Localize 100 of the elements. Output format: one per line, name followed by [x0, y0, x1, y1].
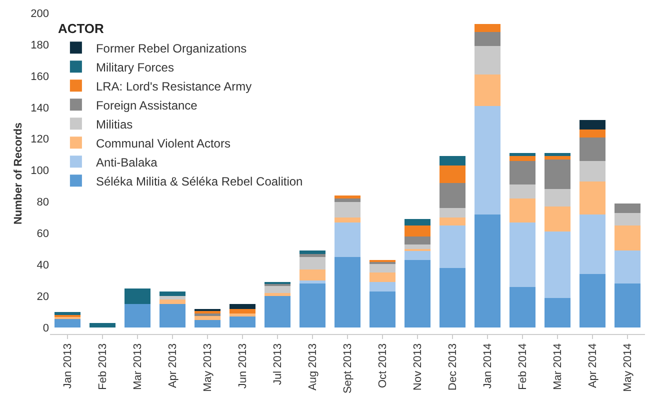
bar [404, 260, 431, 328]
y-tick-label: 80 [36, 196, 49, 209]
bar [579, 214, 606, 274]
bar [439, 268, 466, 328]
x-tick-label: May 2013 [202, 343, 214, 392]
bar [579, 137, 606, 161]
y-tick-label: 0 [42, 322, 49, 335]
y-tick-label: 40 [36, 260, 49, 272]
bar [544, 232, 571, 298]
legend-title: ACTOR [58, 21, 105, 36]
bar [509, 222, 536, 287]
bar [299, 256, 326, 270]
bar [579, 129, 606, 138]
x-tick-label: Nov 2013 [412, 343, 424, 390]
bar [369, 292, 396, 328]
legend-label: Séléka Militia & Séléka Rebel Coalition [96, 174, 303, 188]
y-tick-label: 60 [36, 228, 49, 240]
x-tick-label: Jan 2014 [482, 343, 494, 389]
bar [509, 156, 536, 161]
x-tick-label: Jun 2013 [237, 343, 250, 389]
bar [404, 250, 431, 260]
legend-label: Foreign Assistance [96, 98, 198, 112]
bar [544, 298, 571, 328]
bar [544, 159, 571, 190]
bar [509, 184, 536, 199]
x-tick-label: Apr 2013 [167, 343, 180, 388]
y-tick-label: 160 [30, 70, 49, 83]
y-tick-label: 100 [30, 165, 49, 178]
bar [509, 198, 536, 222]
bar [299, 254, 326, 257]
bar [474, 24, 501, 32]
bar [229, 314, 256, 317]
bar [579, 120, 606, 130]
bar [439, 166, 466, 183]
x-tick-label: Dec 2013 [447, 343, 460, 390]
bar [124, 288, 151, 304]
y-tick-label: 120 [30, 134, 49, 146]
bar [404, 236, 431, 244]
bar [509, 286, 536, 328]
x-tick-label: Feb 2013 [97, 343, 110, 390]
x-tick-label: May 2014 [622, 343, 634, 392]
legend-label: Anti-Balaka [96, 155, 158, 170]
x-tick-label: Jan 2013 [62, 343, 74, 389]
bar [299, 269, 326, 280]
bar [264, 293, 291, 296]
legend-label: Militias [96, 117, 133, 132]
bar [159, 304, 186, 328]
bar [194, 320, 221, 328]
x-tick-label: Sept 2013 [342, 343, 354, 394]
x-tick-label: Feb 2014 [517, 343, 530, 390]
bar [614, 212, 641, 226]
y-tick-label: 180 [30, 39, 49, 52]
y-axis-title: Number of Records [12, 122, 24, 225]
bar [334, 198, 361, 202]
bar [159, 299, 186, 304]
bar [229, 304, 256, 309]
bar [579, 274, 606, 328]
bar [439, 156, 466, 166]
bar [439, 182, 466, 208]
bar [509, 153, 536, 156]
bar [369, 282, 396, 292]
bar [614, 284, 641, 328]
x-tick-label: Oct 2013 [377, 343, 390, 388]
bar [334, 222, 361, 257]
bar [369, 272, 396, 282]
bar [229, 308, 256, 314]
bar [614, 250, 641, 284]
bar [439, 208, 466, 218]
bar [474, 214, 501, 328]
bar [544, 153, 571, 156]
bar [264, 296, 291, 328]
bar [579, 181, 606, 214]
bar [299, 250, 326, 254]
bar [299, 284, 326, 328]
bar [474, 106, 501, 214]
legend-label: Former Rebel Organizations [96, 41, 247, 56]
bar [439, 218, 466, 226]
bar [124, 304, 151, 328]
y-tick-label: 20 [36, 291, 49, 304]
bar [334, 196, 361, 199]
bar [334, 256, 361, 328]
bar [544, 206, 571, 232]
x-tick-label: Mar 2014 [552, 343, 564, 390]
bar [334, 218, 361, 222]
x-tick-label: Jul 2013 [272, 343, 284, 385]
bar [404, 244, 431, 250]
x-tick-label: Apr 2014 [587, 343, 600, 388]
legend-label: LRA: Lord's Resistance Army [96, 79, 252, 94]
y-tick-label: 140 [30, 102, 49, 114]
bar [544, 189, 571, 207]
x-tick-label: Mar 2013 [132, 343, 144, 390]
bar [614, 203, 641, 213]
bar [474, 32, 501, 46]
bar [334, 202, 361, 218]
bar [159, 296, 186, 300]
bar [404, 225, 431, 236]
x-tick-label: Aug 2013 [307, 343, 320, 391]
bar [404, 219, 431, 226]
bar [299, 280, 326, 284]
bar [544, 156, 571, 160]
